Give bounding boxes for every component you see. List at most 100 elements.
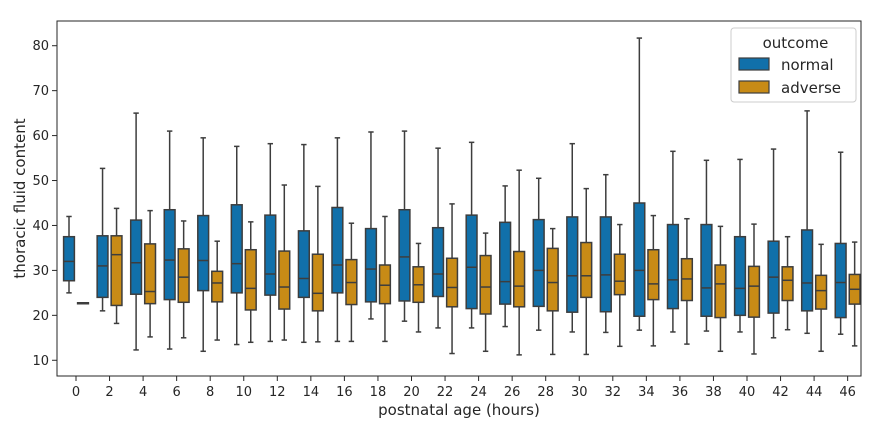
box-body [264,214,277,296]
box-body [513,250,526,308]
box-normal-34 [633,37,646,331]
y-tick-label: 40 [32,219,49,234]
plot-frame [56,20,862,377]
box-body [714,264,727,319]
box-body [445,257,459,308]
box-body [378,264,392,305]
box-body [311,253,325,312]
x-tick-label: 10 [235,385,252,400]
box-adverse-34 [647,214,660,347]
box-body [177,248,190,304]
box-normal-38 [700,159,713,332]
y-tick-label: 60 [32,129,49,144]
box-body [781,266,794,302]
box-body [532,218,545,308]
box-normal-42 [767,148,780,339]
box-body [800,229,814,312]
box-normal-10 [230,145,243,346]
box-body [364,227,378,303]
box-body [666,223,680,310]
box-body [278,250,291,310]
box-body [479,254,492,315]
box-normal-12 [264,142,277,343]
box-adverse-2 [110,207,123,325]
box-adverse-0 [76,302,90,305]
y-tick-label: 50 [32,174,49,189]
x-tick-label: 2 [105,385,113,400]
box-body [747,265,761,318]
y-tick-label: 20 [32,309,49,324]
box-body [197,214,210,292]
x-tick-label: 30 [571,385,588,400]
box-normal-8 [197,137,210,353]
box-normal-36 [666,150,680,333]
x-tick-label: 14 [303,385,320,400]
legend-entry-normal: normal [781,56,834,74]
box-normal-4 [129,112,143,351]
box-adverse-18 [378,215,392,343]
box-body [733,235,747,317]
box-adverse-6 [177,220,190,339]
box-adverse-28 [546,227,559,356]
box-adverse-30 [580,187,593,356]
y-tick-label: 80 [32,39,49,54]
box-body [499,221,512,305]
box-body [834,242,847,319]
y-tick-label: 30 [32,264,49,279]
legend-swatch-adverse [738,80,770,94]
box-normal-2 [96,167,109,312]
box-adverse-36 [680,217,694,345]
box-normal-46 [834,151,847,335]
x-tick-label: 16 [336,385,353,400]
box-body [546,247,559,312]
box-body [431,226,445,298]
box-adverse-40 [747,223,761,355]
x-axis-label: postnatal age (hours) [378,401,540,419]
box-adverse-8 [211,240,224,341]
box-adverse-20 [412,242,425,333]
x-tick-label: 32 [605,385,622,400]
box-body [230,204,243,294]
box-body [129,219,143,295]
box-normal-16 [331,137,344,343]
box-body [647,248,660,301]
box-body [62,235,76,282]
y-axis-label: thoracic fluid content [11,118,29,278]
x-tick-label: 42 [772,385,789,400]
box-body [143,243,157,305]
x-tick-label: 28 [537,385,554,400]
box-body [633,202,646,317]
box-normal-6 [163,130,176,350]
legend-entry-adverse: adverse [781,79,841,97]
x-tick-label: 20 [403,385,420,400]
x-tick-label: 34 [638,385,655,400]
box-body [398,208,411,302]
box-body [331,206,344,294]
box-adverse-12 [278,184,291,341]
box-adverse-22 [445,203,459,355]
box-body [599,216,612,313]
box-adverse-44 [814,243,828,353]
box-adverse-14 [311,185,325,343]
box-normal-30 [566,142,579,333]
box-adverse-4 [143,209,157,338]
box-body [163,208,176,301]
plot-area [62,37,861,356]
x-tick-label: 24 [470,385,487,400]
box-body [566,216,579,313]
box-adverse-26 [513,169,526,356]
legend-title: outcome [763,34,829,52]
box-body [700,223,713,317]
x-tick-label: 8 [206,385,214,400]
x-tick-label: 18 [370,385,387,400]
x-tick-label: 0 [72,385,80,400]
box-normal-0 [62,215,76,294]
box-adverse-16 [345,222,358,343]
x-tick-label: 36 [672,385,689,400]
box-normal-18 [364,131,378,320]
box-body [110,235,123,307]
x-tick-label: 38 [705,385,722,400]
y-tick-label: 10 [32,354,49,369]
